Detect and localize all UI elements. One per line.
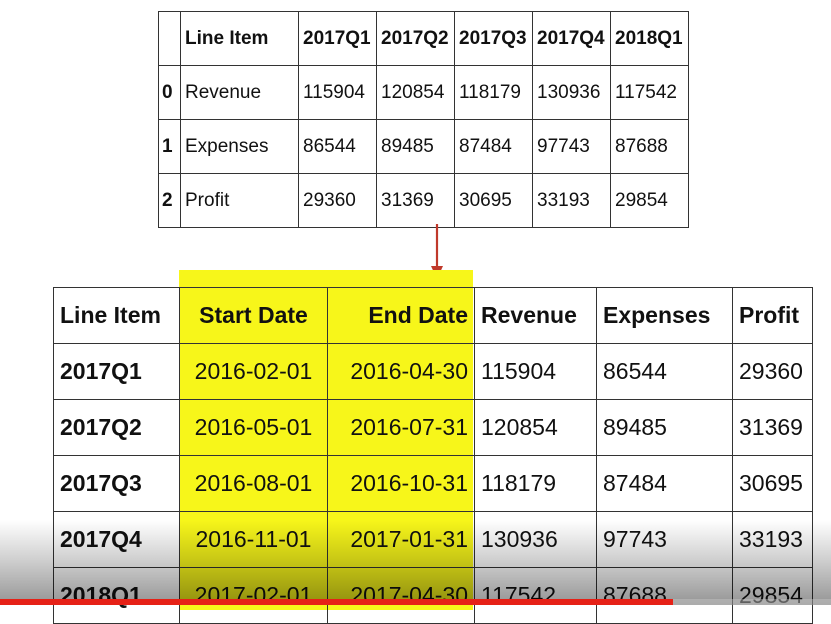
table-cell: 118179 (474, 455, 597, 512)
table-cell: 130936 (474, 511, 597, 568)
table-header-row: Line Item Start Date End Date Revenue Ex… (53, 287, 813, 344)
table-cell: 31369 (732, 399, 813, 456)
row-label: 2017Q2 (53, 399, 180, 456)
table-cell: 31369 (376, 173, 455, 228)
table-cell: 30695 (732, 455, 813, 512)
table-cell: 29854 (732, 567, 813, 624)
row-index: 1 (158, 119, 181, 174)
table-row: 2018Q1 2017-02-01 2017-04-30 117542 8768… (53, 567, 813, 624)
table-cell: 117542 (610, 65, 689, 120)
table-cell: Revenue (180, 65, 299, 120)
table-cell: 89485 (596, 399, 733, 456)
row-label: 2017Q1 (53, 343, 180, 400)
table-header-row: Line Item 2017Q1 2017Q2 2017Q3 2017Q4 20… (158, 11, 689, 66)
table-cell: 87484 (454, 119, 533, 174)
table-row: 2017Q3 2016-08-01 2016-10-31 118179 8748… (53, 455, 813, 512)
video-progress-bar[interactable] (0, 599, 831, 605)
table-row: 2017Q1 2016-02-01 2016-04-30 115904 8654… (53, 343, 813, 400)
table-cell: 89485 (376, 119, 455, 174)
table-cell: 2016-07-31 (327, 399, 475, 456)
table-cell: 87484 (596, 455, 733, 512)
row-index: 0 (158, 65, 181, 120)
table-cell: 87688 (596, 567, 733, 624)
row-label: 2017Q4 (53, 511, 180, 568)
table-cell: 2016-08-01 (179, 455, 328, 512)
table-cell: 117542 (474, 567, 597, 624)
table-cell: 30695 (454, 173, 533, 228)
table-cell: 2016-11-01 (179, 511, 328, 568)
column-header: End Date (327, 287, 475, 344)
table-cell: 33193 (732, 511, 813, 568)
table-cell: 29360 (298, 173, 377, 228)
table-cell: 97743 (532, 119, 611, 174)
table-cell: 115904 (474, 343, 597, 400)
table-cell: 2017-04-30 (327, 567, 475, 624)
table-cell: 2017-01-31 (327, 511, 475, 568)
column-header: 2018Q1 (610, 11, 689, 66)
table-cell: 115904 (298, 65, 377, 120)
row-index: 2 (158, 173, 181, 228)
table-cell: 120854 (376, 65, 455, 120)
wide-format-table: Line Item 2017Q1 2017Q2 2017Q3 2017Q4 20… (158, 11, 689, 228)
table-cell: 2016-10-31 (327, 455, 475, 512)
column-header: Profit (732, 287, 813, 344)
table-row: 2017Q2 2016-05-01 2016-07-31 120854 8948… (53, 399, 813, 456)
table-cell: 120854 (474, 399, 597, 456)
index-header (158, 11, 181, 66)
table-cell: 2016-02-01 (179, 343, 328, 400)
column-header: 2017Q4 (532, 11, 611, 66)
table-cell: 87688 (610, 119, 689, 174)
table-cell: 86544 (596, 343, 733, 400)
table-cell: 29854 (610, 173, 689, 228)
column-header: Expenses (596, 287, 733, 344)
column-header: Revenue (474, 287, 597, 344)
table-row: 2017Q4 2016-11-01 2017-01-31 130936 9774… (53, 511, 813, 568)
table-row: 2 Profit 29360 31369 30695 33193 29854 (158, 173, 689, 228)
column-header: 2017Q2 (376, 11, 455, 66)
table-cell: Profit (180, 173, 299, 228)
column-header: Start Date (179, 287, 328, 344)
table-cell: 2016-05-01 (179, 399, 328, 456)
row-label: 2017Q3 (53, 455, 180, 512)
table-cell: 86544 (298, 119, 377, 174)
table-cell: 118179 (454, 65, 533, 120)
column-header: 2017Q3 (454, 11, 533, 66)
row-label: 2018Q1 (53, 567, 180, 624)
table-row: 0 Revenue 115904 120854 118179 130936 11… (158, 65, 689, 120)
column-header: 2017Q1 (298, 11, 377, 66)
table-row: 1 Expenses 86544 89485 87484 97743 87688 (158, 119, 689, 174)
table-cell: 97743 (596, 511, 733, 568)
table-cell: Expenses (180, 119, 299, 174)
long-format-table: Line Item Start Date End Date Revenue Ex… (53, 287, 813, 624)
table-cell: 33193 (532, 173, 611, 228)
table-cell: 130936 (532, 65, 611, 120)
video-progress-fill (0, 599, 674, 605)
column-header: Line Item (53, 287, 180, 344)
column-header: Line Item (180, 11, 299, 66)
table-cell: 29360 (732, 343, 813, 400)
table-cell: 2017-02-01 (179, 567, 328, 624)
table-cell: 2016-04-30 (327, 343, 475, 400)
